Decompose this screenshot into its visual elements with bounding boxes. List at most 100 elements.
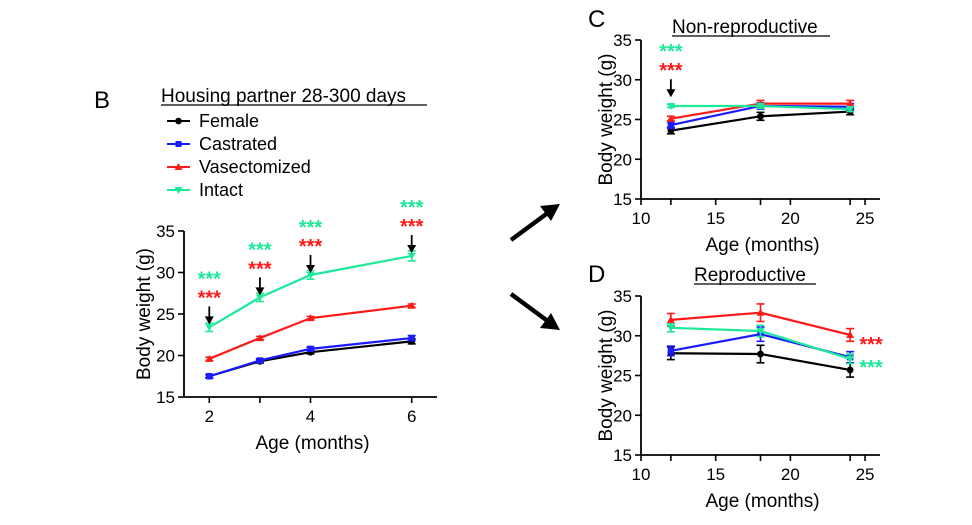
panel-c-x-tick-label-20: 20	[781, 209, 800, 228]
panel-c-sig-vasectomized-stars-0: ***	[659, 60, 683, 82]
panel-c-x-tick-label-10: 10	[632, 209, 651, 228]
panel-arrows	[509, 204, 560, 330]
panel-d-point-female-24	[846, 366, 854, 374]
legend-female-label: Female	[199, 111, 259, 131]
legend-intact-marker	[174, 187, 183, 194]
panel-d-label: D	[588, 261, 605, 288]
panel-c-y-tick-label-30: 30	[613, 71, 632, 90]
panel-d-point-vasectomized-12	[666, 315, 675, 323]
panel-d-point-castrated-12	[667, 347, 675, 355]
panel-d-sig-intact-stars: ***	[859, 357, 883, 379]
panel-b-sig-arrow-head-0	[204, 316, 214, 325]
panel-d-significance-1: ***	[859, 357, 883, 379]
panel-c-series-intact	[666, 102, 855, 114]
panel-d-point-female-18	[757, 350, 764, 358]
panel-b-sig-vasectomized-stars-0: ***	[198, 287, 222, 309]
panel-d-point-vasectomized-24	[846, 330, 855, 338]
panel-c-y-tick-label-15: 15	[613, 190, 632, 209]
panel-c-point-intact-12	[666, 102, 675, 110]
panel-b-point-intact-2	[205, 324, 214, 332]
panel-b-point-castrated-2	[206, 373, 213, 380]
panel-d-x-tick-label-20: 20	[781, 465, 800, 484]
panel-b-line-vasectomized	[208, 304, 412, 360]
panel-b-sig-arrow-head-3	[407, 245, 417, 254]
panel-c-x-tick-label-25: 25	[856, 209, 875, 228]
panel-b-subtitle: Housing partner 28-300 days	[161, 86, 406, 107]
panel-c-y-tick-label-25: 25	[613, 111, 632, 130]
panel-c-title: Non-reproductive	[672, 17, 818, 38]
panel-c-y-tick-label-20: 20	[613, 150, 632, 169]
panel-c-x-tick-label-15: 15	[706, 209, 725, 228]
panel-c-x-axis-label: Age (months)	[705, 235, 819, 256]
panel-b-x-axis-label: Age (months)	[255, 433, 369, 454]
legend-female-marker	[175, 117, 182, 125]
panel-b-point-vasectomized-3	[255, 334, 264, 342]
panel-c-significance-0: ******	[659, 41, 683, 98]
panel-b-sig-arrow-head-1	[255, 287, 265, 296]
panel-b-sig-intact-stars-3: ***	[400, 197, 424, 219]
panel-b-y-tick-label-30: 30	[156, 264, 175, 283]
panel-d-y-axis-label: Body weight (g)	[596, 309, 617, 441]
legend: Female Castrated Vasectomized Intact	[167, 111, 311, 200]
panel-b-y-tick-label-15: 15	[156, 388, 175, 407]
panel-b-significance-3: ******	[400, 197, 424, 254]
panel-b-significance-0: ******	[198, 268, 222, 325]
panel-c-point-vasectomized-12	[666, 114, 675, 122]
chart-panel-b: 15 20 25 30 35 2 4 6 Age (months) Body weight (g)…	[134, 197, 437, 454]
panel-b-point-intact-6	[407, 252, 416, 260]
panel-c-sig-intact-stars-0: ***	[659, 41, 683, 63]
panel-c-point-castrated-12	[667, 121, 675, 129]
panel-b-sig-vasectomized-stars-1: ***	[248, 258, 272, 280]
panel-c-point-female-18	[757, 112, 764, 120]
panel-b-sig-intact-stars-0: ***	[198, 268, 222, 290]
legend-intact-label: Intact	[199, 180, 243, 200]
panel-c-series-female	[666, 107, 855, 135]
panel-b-point-vasectomized-4	[306, 314, 315, 322]
panel-b-series-vasectomized	[205, 301, 416, 362]
panel-b-sig-intact-stars-2: ***	[299, 217, 323, 239]
panel-b-sig-arrow-head-2	[306, 264, 315, 273]
panel-b-point-vasectomized-6	[407, 301, 416, 309]
panel-d-y-tick-label-25: 25	[613, 367, 632, 386]
panel-b-y-axis-label: Body weight (g)	[134, 248, 155, 380]
panel-b-point-intact-3	[255, 294, 264, 302]
panel-b-line-castrated	[208, 336, 412, 378]
legend-item-castrated: Castrated	[167, 134, 277, 154]
legend-item-vasectomized: Vasectomized	[167, 157, 311, 177]
panel-b-x-tick-label-6: 6	[407, 407, 416, 426]
panel-d-y-tick-label-15: 15	[613, 446, 632, 465]
panel-c-sig-arrow-head-0	[666, 89, 676, 98]
panel-d-y-tick-label-30: 30	[613, 327, 632, 346]
legend-item-intact: Intact	[167, 180, 243, 200]
panel-b-series-castrated	[205, 334, 416, 380]
panel-b-point-castrated-6	[408, 334, 415, 342]
panel-b-sig-intact-stars-1: ***	[248, 239, 272, 261]
panel-b-sig-vasectomized-stars-2: ***	[299, 236, 323, 258]
panel-b-sig-vasectomized-stars-3: ***	[400, 216, 424, 238]
legend-vasectomized-label: Vasectomized	[199, 157, 311, 177]
panel-b-point-vasectomized-2	[205, 354, 214, 362]
panel-b-x-tick-label-2: 2	[205, 407, 214, 426]
panel-c-y-axis-label: Body weight (g)	[596, 53, 617, 185]
panel-b-line-intact	[208, 254, 412, 329]
panel-d-x-tick-label-25: 25	[856, 465, 875, 484]
panel-c-label: C	[588, 6, 605, 33]
panel-d-point-intact-12	[666, 324, 675, 332]
panel-b-label: B	[94, 87, 110, 114]
panel-d-series-intact	[666, 323, 855, 365]
arrow-to-d-shaft	[509, 292, 551, 324]
panel-b-y-tick-label-20: 20	[156, 347, 175, 366]
panel-b-point-intact-4	[306, 271, 315, 279]
panel-b-series-female	[205, 337, 416, 380]
panel-d-x-axis-label: Age (months)	[705, 491, 819, 512]
panel-b-significance-2: ******	[299, 217, 323, 273]
panel-b-x-tick-label-4: 4	[306, 407, 315, 426]
panel-d-sig-vasectomized-stars: ***	[859, 334, 883, 356]
panel-d-point-intact-24	[846, 355, 855, 363]
legend-vasectomized-marker	[174, 163, 183, 170]
legend-castrated-label: Castrated	[199, 134, 277, 154]
panel-d-x-tick-label-15: 15	[706, 465, 725, 484]
panel-d-y-tick-label-20: 20	[613, 406, 632, 425]
